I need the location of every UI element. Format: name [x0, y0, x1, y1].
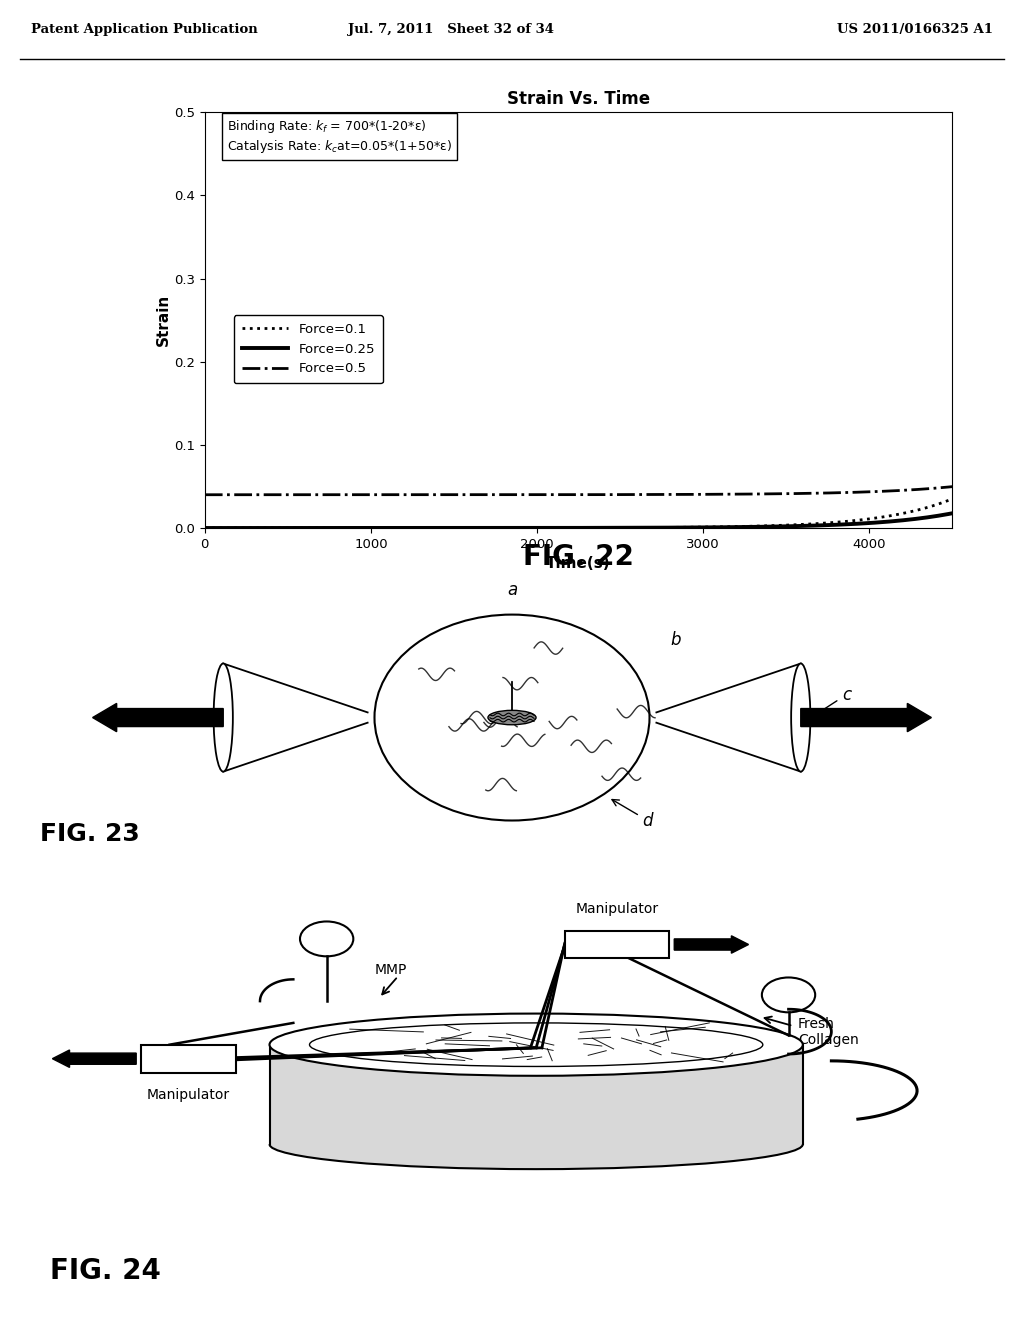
- Force=0.25: [244, 520, 256, 536]
- Title: Strain Vs. Time: Strain Vs. Time: [507, 90, 650, 108]
- Text: Jul. 7, 2011   Sheet 32 of 34: Jul. 7, 2011 Sheet 32 of 34: [347, 22, 554, 36]
- Text: Manipulator: Manipulator: [575, 902, 658, 916]
- Ellipse shape: [214, 664, 232, 772]
- Force=0.25: [946, 506, 958, 521]
- Text: c: c: [815, 685, 851, 715]
- Ellipse shape: [487, 710, 536, 725]
- Force=0.1: [229, 520, 242, 536]
- Text: a: a: [507, 581, 517, 599]
- Force=0.5: [906, 482, 919, 498]
- Force=0.1: [946, 491, 958, 507]
- Force=0.1: [564, 520, 577, 536]
- Text: Patent Application Publication: Patent Application Publication: [31, 22, 257, 36]
- Text: FIG. 22: FIG. 22: [523, 543, 634, 572]
- Text: d: d: [612, 800, 653, 830]
- Force=0.25: [906, 511, 919, 527]
- Force=0.5: [229, 487, 242, 503]
- Force=0.1: [345, 520, 357, 536]
- Text: Binding Rate: $k_f$ = 700*(1-20*ε)
Catalysis Rate: $k_c$at=0.05*(1+50*ε): Binding Rate: $k_f$ = 700*(1-20*ε) Catal…: [227, 119, 453, 154]
- Force=0.5: [244, 487, 256, 503]
- Line: Force=0.5: Force=0.5: [205, 487, 952, 495]
- Text: US 2011/0166325 A1: US 2011/0166325 A1: [838, 22, 993, 36]
- Text: MMP: MMP: [375, 964, 407, 977]
- Text: Fresh
Collagen: Fresh Collagen: [798, 1018, 859, 1047]
- Force=0.5: [345, 487, 357, 503]
- Ellipse shape: [269, 1014, 803, 1076]
- Force=0.5: [202, 487, 214, 503]
- Text: Manipulator: Manipulator: [147, 1088, 230, 1102]
- X-axis label: Time(s): Time(s): [546, 556, 611, 572]
- Polygon shape: [269, 1044, 803, 1170]
- Force=0.25: [564, 520, 577, 536]
- Force=0.1: [244, 520, 256, 536]
- Force=0.1: [202, 520, 214, 536]
- FancyArrow shape: [92, 704, 223, 731]
- Text: FIG. 23: FIG. 23: [40, 822, 140, 846]
- Line: Force=0.25: Force=0.25: [205, 513, 952, 528]
- FancyBboxPatch shape: [565, 932, 670, 957]
- FancyArrow shape: [801, 704, 932, 731]
- Circle shape: [375, 615, 649, 821]
- Line: Force=0.1: Force=0.1: [205, 499, 952, 528]
- FancyArrow shape: [52, 1049, 136, 1068]
- Force=0.25: [199, 520, 211, 536]
- Force=0.25: [202, 520, 214, 536]
- Force=0.5: [564, 487, 577, 503]
- Y-axis label: Strain: Strain: [157, 294, 171, 346]
- Ellipse shape: [309, 1023, 763, 1067]
- Ellipse shape: [792, 664, 810, 772]
- Force=0.1: [906, 503, 919, 519]
- Legend: Force=0.1, Force=0.25, Force=0.5: Force=0.1, Force=0.25, Force=0.5: [233, 315, 383, 383]
- FancyBboxPatch shape: [141, 1044, 237, 1073]
- Force=0.25: [345, 520, 357, 536]
- FancyArrow shape: [674, 936, 749, 953]
- Force=0.1: [199, 520, 211, 536]
- Force=0.5: [946, 479, 958, 495]
- Force=0.25: [229, 520, 242, 536]
- Text: b: b: [670, 631, 681, 649]
- Text: FIG. 24: FIG. 24: [50, 1257, 162, 1284]
- Force=0.5: [199, 487, 211, 503]
